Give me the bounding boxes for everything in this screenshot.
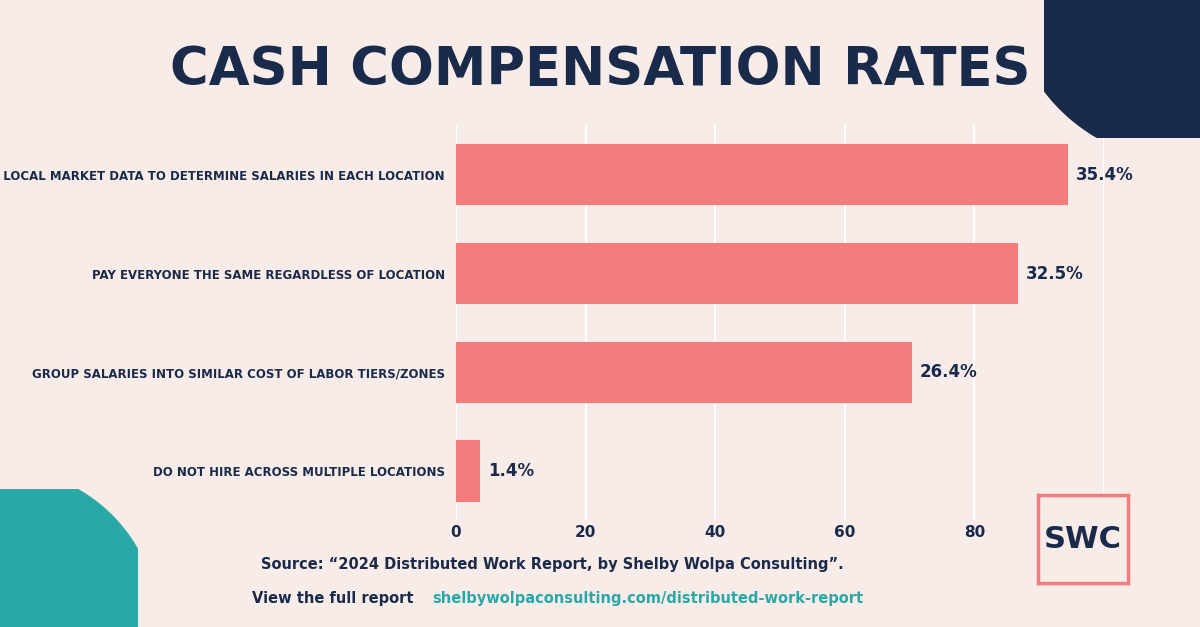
Text: 32.5%: 32.5% [1025, 265, 1084, 283]
Text: View the full report shelbywolpaconsulting.com/distributed-work-report: View the full report shelbywolpaconsulti… [253, 591, 851, 606]
Wedge shape [0, 468, 158, 627]
Text: Source: “2024 Distributed Work Report, by Shelby Wolpa Consulting”.: Source: “2024 Distributed Work Report, b… [260, 557, 844, 572]
Text: 26.4%: 26.4% [920, 363, 978, 381]
Wedge shape [1013, 0, 1200, 166]
Text: CASH COMPENSATION RATES: CASH COMPENSATION RATES [169, 44, 1031, 96]
Text: View the full report: View the full report [252, 591, 419, 606]
Bar [456, 342, 912, 403]
Text: shelbywolpaconsulting.com/distributed-work-report: shelbywolpaconsulting.com/distributed-wo… [432, 591, 863, 606]
Bar [456, 243, 1018, 304]
Text: 35.4%: 35.4% [1075, 166, 1133, 184]
Bar [456, 144, 1068, 206]
Text: SWC: SWC [1044, 525, 1122, 554]
Bar [456, 440, 480, 502]
Text: 1.4%: 1.4% [488, 462, 534, 480]
